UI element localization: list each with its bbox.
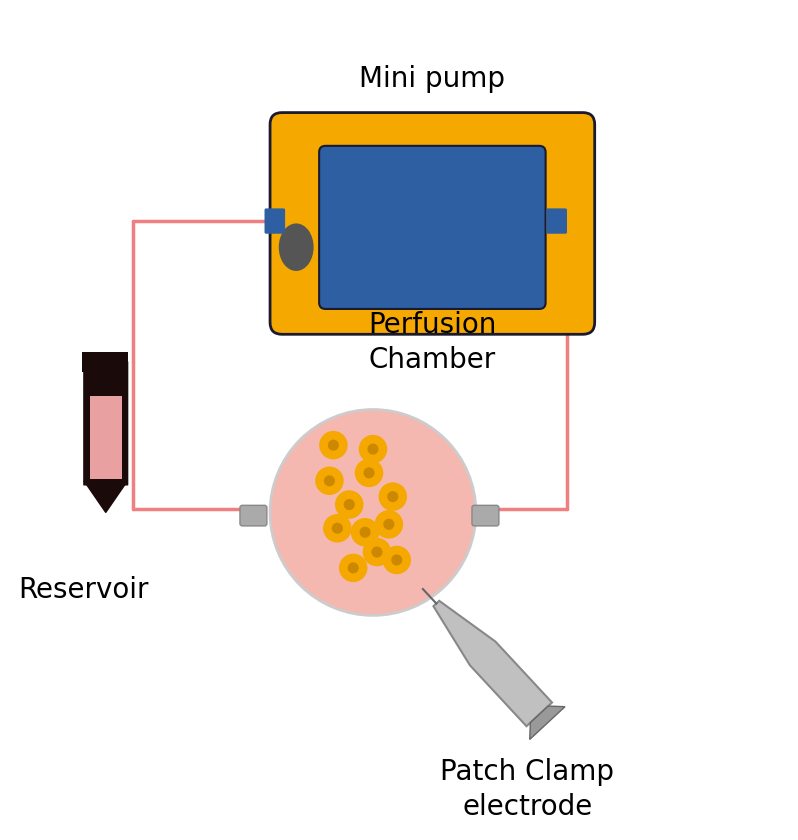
Circle shape bbox=[328, 439, 339, 451]
Circle shape bbox=[351, 518, 379, 547]
Circle shape bbox=[363, 538, 391, 566]
Circle shape bbox=[363, 467, 374, 479]
Circle shape bbox=[378, 482, 407, 511]
Circle shape bbox=[383, 519, 394, 530]
Polygon shape bbox=[84, 480, 128, 512]
Circle shape bbox=[382, 546, 411, 575]
Circle shape bbox=[391, 554, 402, 565]
FancyBboxPatch shape bbox=[83, 361, 128, 486]
Circle shape bbox=[335, 491, 363, 519]
Circle shape bbox=[387, 491, 398, 502]
Circle shape bbox=[319, 431, 348, 459]
Text: Reservoir: Reservoir bbox=[18, 575, 149, 604]
Circle shape bbox=[323, 514, 352, 543]
FancyBboxPatch shape bbox=[319, 146, 546, 309]
FancyBboxPatch shape bbox=[240, 506, 267, 526]
FancyBboxPatch shape bbox=[270, 113, 595, 334]
Circle shape bbox=[332, 522, 343, 534]
Bar bbox=[89, 396, 122, 479]
Text: Mini pump: Mini pump bbox=[359, 65, 505, 92]
Circle shape bbox=[339, 554, 367, 582]
Circle shape bbox=[374, 510, 403, 538]
FancyBboxPatch shape bbox=[547, 208, 567, 234]
Circle shape bbox=[315, 466, 344, 495]
Ellipse shape bbox=[279, 223, 314, 271]
Circle shape bbox=[270, 410, 476, 616]
FancyBboxPatch shape bbox=[472, 506, 499, 526]
Circle shape bbox=[355, 459, 383, 487]
Circle shape bbox=[324, 475, 335, 486]
Bar bbox=[82, 352, 128, 371]
Circle shape bbox=[371, 547, 382, 558]
Polygon shape bbox=[433, 601, 552, 727]
Polygon shape bbox=[530, 706, 565, 739]
Circle shape bbox=[360, 527, 370, 538]
Text: Perfusion
Chamber: Perfusion Chamber bbox=[368, 312, 496, 374]
Circle shape bbox=[344, 499, 355, 510]
Text: Patch Clamp
electrode: Patch Clamp electrode bbox=[440, 758, 614, 821]
Circle shape bbox=[367, 444, 378, 454]
FancyBboxPatch shape bbox=[264, 208, 285, 234]
Circle shape bbox=[348, 562, 359, 574]
Circle shape bbox=[359, 435, 387, 464]
